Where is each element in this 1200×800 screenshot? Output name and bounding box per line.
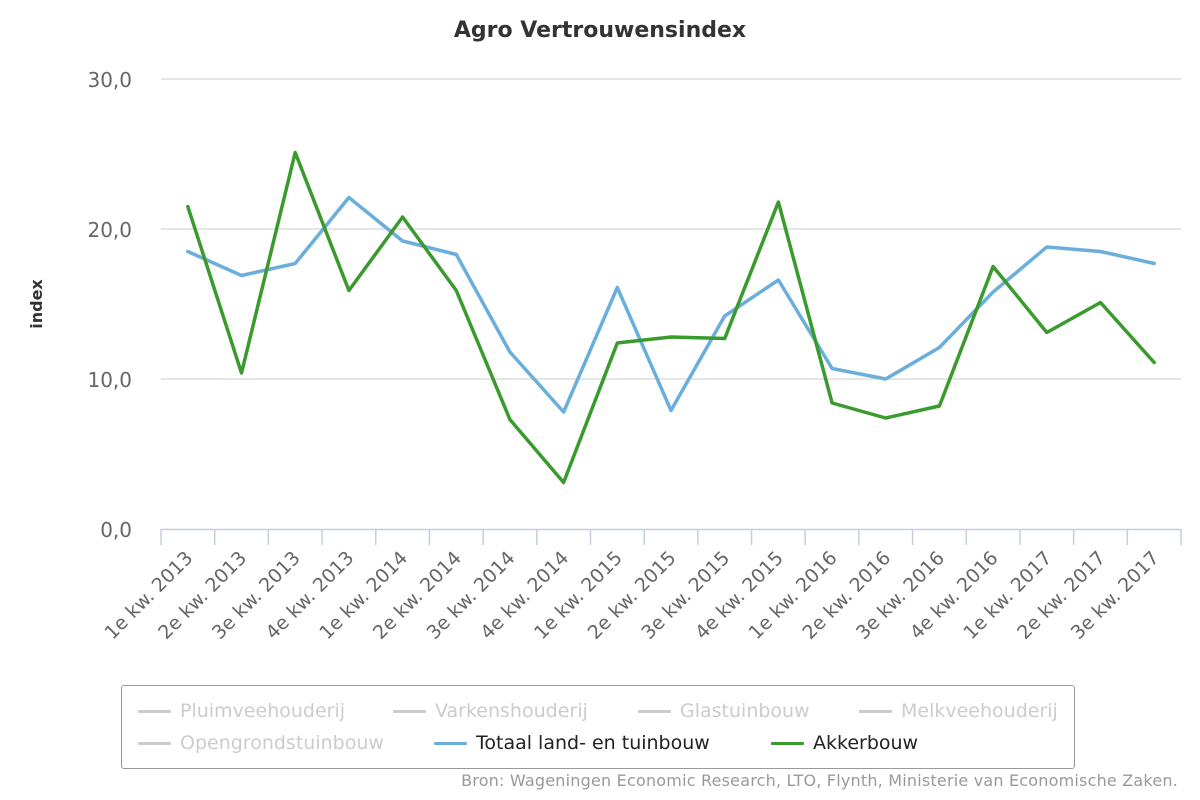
- source-credit: Bron: Wageningen Economic Research, LTO,…: [461, 771, 1178, 790]
- y-axis-label: index: [27, 279, 46, 329]
- chart-title: Agro Vertrouwensindex: [454, 18, 746, 43]
- legend-swatch: [434, 741, 467, 745]
- legend-label: Glastuinbouw: [680, 700, 810, 722]
- y-axis-ticks: 0,0 10,0 20,0 30,0: [87, 68, 132, 542]
- legend-label: Totaal land- en tuinbouw: [476, 732, 710, 754]
- legend-swatch: [859, 709, 892, 713]
- legend-label: Pluimveehouderij: [180, 700, 346, 722]
- legend-label: Varkenshouderij: [435, 700, 588, 722]
- legend-swatch: [638, 709, 671, 713]
- legend-item[interactable]: Glastuinbouw: [638, 700, 810, 722]
- series-lines: [186, 150, 1156, 485]
- y-tick-label: 0,0: [100, 518, 132, 542]
- legend-swatch: [771, 741, 804, 745]
- legend-item[interactable]: Varkenshouderij: [393, 700, 588, 722]
- y-tick-label: 30,0: [87, 68, 132, 92]
- legend-item[interactable]: Melkveehouderij: [859, 700, 1058, 722]
- y-tick-label: 20,0: [87, 218, 132, 242]
- legend-swatch: [138, 709, 171, 713]
- legend: Pluimveehouderij Varkenshouderij Glastuinb…: [121, 685, 1075, 769]
- y-tick-label: 10,0: [87, 368, 132, 392]
- series-line[interactable]: [186, 195, 1156, 414]
- legend-item[interactable]: Totaal land- en tuinbouw: [434, 732, 710, 754]
- grid-lines: [161, 78, 1181, 380]
- series-line[interactable]: [186, 150, 1156, 485]
- legend-label: Akkerbouw: [813, 732, 919, 754]
- legend-label: Melkveehouderij: [901, 700, 1058, 722]
- legend-swatch: [138, 741, 171, 745]
- legend-label: Opengrondstuinbouw: [180, 732, 384, 754]
- legend-item[interactable]: Opengrondstuinbouw: [138, 732, 384, 754]
- x-axis: [160, 528, 1182, 545]
- legend-swatch: [393, 709, 426, 713]
- legend-item[interactable]: Akkerbouw: [771, 732, 918, 754]
- legend-item[interactable]: Pluimveehouderij: [138, 700, 345, 722]
